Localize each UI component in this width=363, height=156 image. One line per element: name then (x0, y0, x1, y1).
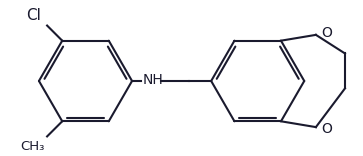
Text: O: O (322, 26, 333, 39)
Text: O: O (322, 122, 333, 136)
Text: Cl: Cl (26, 8, 41, 23)
Text: NH: NH (143, 73, 163, 87)
Text: CH₃: CH₃ (20, 140, 45, 153)
